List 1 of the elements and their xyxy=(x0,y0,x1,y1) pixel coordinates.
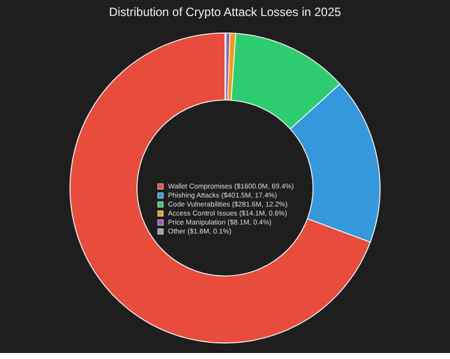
chart-title: Distribution of Crypto Attack Losses in 2025 xyxy=(108,5,342,19)
